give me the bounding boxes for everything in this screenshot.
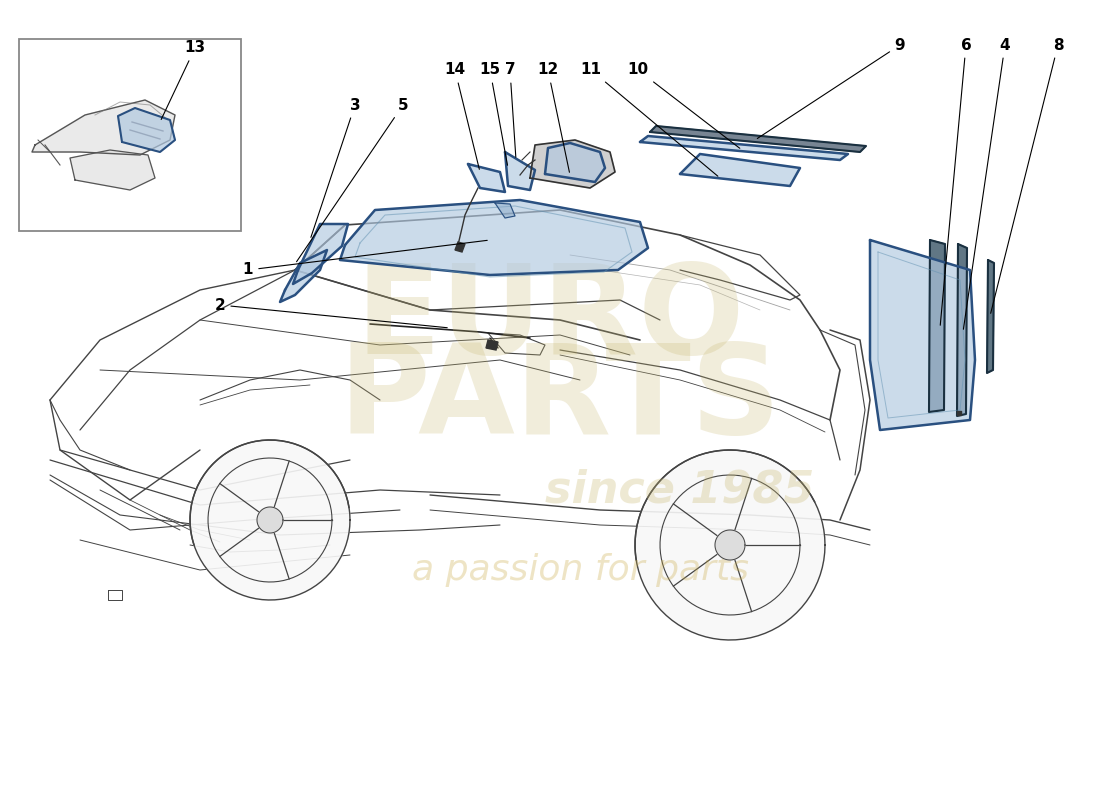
Polygon shape xyxy=(930,240,945,412)
Polygon shape xyxy=(680,154,800,186)
Text: PARTS: PARTS xyxy=(339,339,781,461)
Text: 6: 6 xyxy=(940,38,971,326)
Text: 14: 14 xyxy=(444,62,480,170)
Polygon shape xyxy=(987,260,994,373)
Text: 12: 12 xyxy=(538,62,570,172)
Text: 8: 8 xyxy=(991,38,1064,314)
Polygon shape xyxy=(190,440,350,600)
Text: 5: 5 xyxy=(297,98,408,262)
Text: 2: 2 xyxy=(214,298,448,328)
Polygon shape xyxy=(544,143,605,182)
Polygon shape xyxy=(257,507,283,533)
Text: since 1985: since 1985 xyxy=(546,469,815,511)
Polygon shape xyxy=(715,530,745,560)
Text: 11: 11 xyxy=(581,62,718,176)
Polygon shape xyxy=(530,140,615,188)
Polygon shape xyxy=(957,244,967,416)
Text: EURO: EURO xyxy=(355,259,745,381)
Polygon shape xyxy=(640,136,848,160)
Text: 3: 3 xyxy=(311,98,361,238)
Polygon shape xyxy=(635,450,825,640)
Polygon shape xyxy=(32,100,175,155)
Text: 10: 10 xyxy=(627,62,740,148)
Polygon shape xyxy=(293,224,348,284)
Polygon shape xyxy=(280,250,327,302)
Polygon shape xyxy=(650,126,866,152)
Text: 13: 13 xyxy=(162,41,206,119)
Text: 7: 7 xyxy=(505,62,516,158)
Polygon shape xyxy=(340,200,648,275)
Polygon shape xyxy=(870,240,975,430)
Text: 9: 9 xyxy=(757,38,905,138)
Polygon shape xyxy=(70,150,155,190)
Polygon shape xyxy=(118,108,175,152)
Polygon shape xyxy=(495,203,515,218)
Text: a passion for parts: a passion for parts xyxy=(411,553,748,587)
Text: 4: 4 xyxy=(964,38,1010,330)
Polygon shape xyxy=(455,242,465,252)
Polygon shape xyxy=(505,152,535,190)
Text: 1: 1 xyxy=(243,240,487,278)
Polygon shape xyxy=(468,164,505,192)
FancyBboxPatch shape xyxy=(19,39,241,231)
Polygon shape xyxy=(486,340,498,350)
Text: 15: 15 xyxy=(480,62,507,166)
